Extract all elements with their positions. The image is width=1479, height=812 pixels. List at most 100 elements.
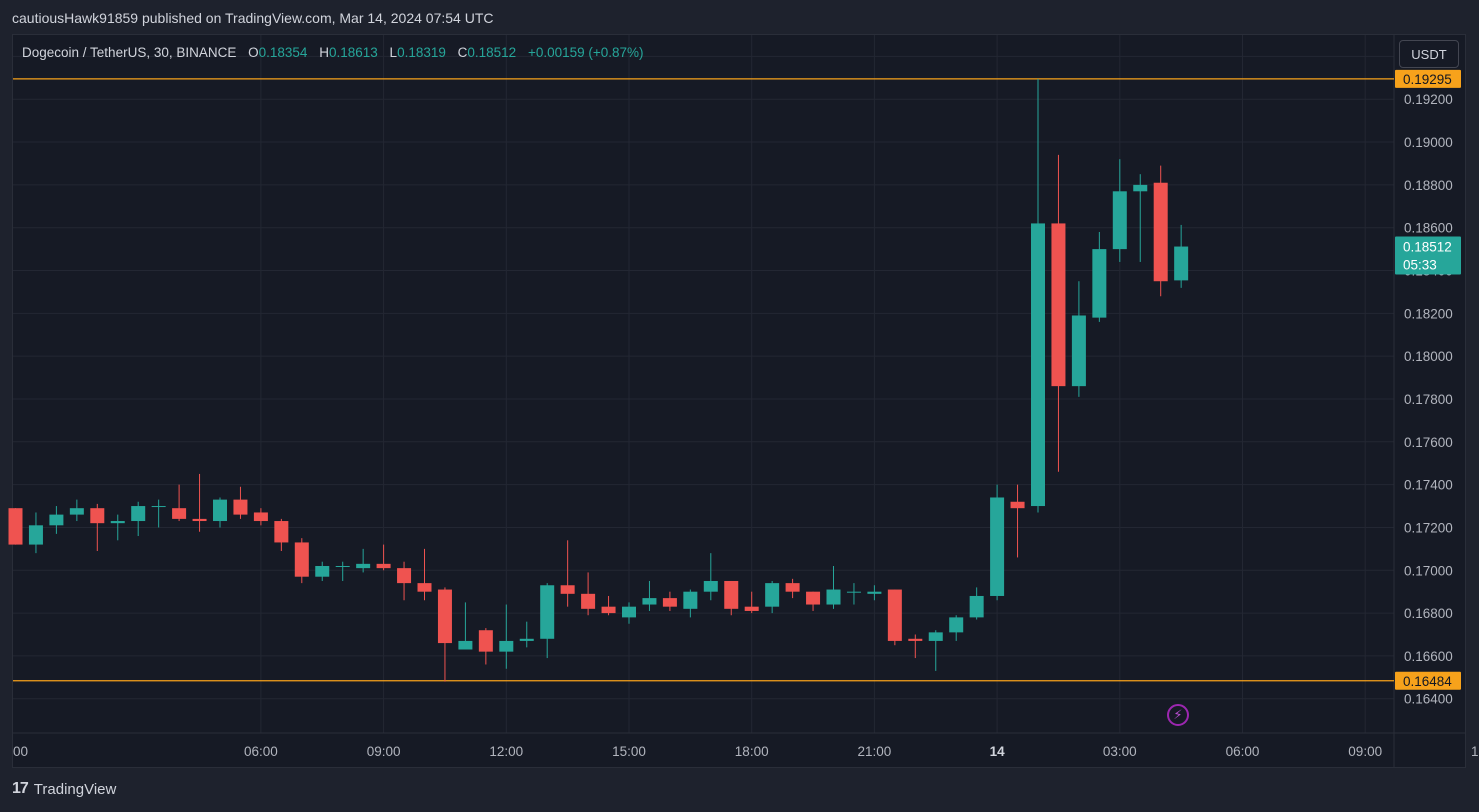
candle-body xyxy=(601,606,616,614)
candle-body xyxy=(335,565,350,567)
last-price-label: 0.18512 xyxy=(1403,240,1452,255)
close-value: 0.18512 xyxy=(467,45,517,60)
low-label: L xyxy=(389,45,398,60)
footer-branding: 17 TradingView xyxy=(12,780,116,798)
candle-body xyxy=(49,514,64,526)
last-price-tag xyxy=(1395,236,1461,275)
low-value: 0.18319 xyxy=(397,45,446,60)
candle-body xyxy=(990,497,1005,596)
candle-body xyxy=(131,506,146,522)
candle-body xyxy=(846,591,861,593)
candle-body xyxy=(253,512,268,522)
candle-body xyxy=(969,595,984,618)
open-label: O xyxy=(248,45,259,60)
candle-body xyxy=(294,542,309,577)
price-tick-label: 0.17400 xyxy=(1404,478,1453,493)
candle-body xyxy=(662,598,677,607)
price-tick-label: 0.19200 xyxy=(1404,92,1453,107)
price-tick-label: 0.18000 xyxy=(1404,349,1453,364)
candle-body xyxy=(560,585,575,594)
candle-body xyxy=(192,518,207,522)
price-tick-label: 0.18200 xyxy=(1404,306,1453,321)
candle-body xyxy=(1092,249,1107,318)
candle-body xyxy=(1051,223,1066,387)
candle-body xyxy=(622,606,636,618)
candle-body xyxy=(785,583,800,592)
candle-countdown-label: 05:33 xyxy=(1403,258,1437,273)
candle-body xyxy=(90,508,105,524)
time-tick-label: 12:00 xyxy=(1471,744,1479,759)
close-label: C xyxy=(457,45,468,60)
candle-body xyxy=(765,583,780,607)
time-tick-label: 18:00 xyxy=(735,744,769,759)
candle-body xyxy=(1071,315,1086,387)
time-tick-label: 15:00 xyxy=(612,744,646,759)
candle-body xyxy=(1153,182,1168,282)
candle-body xyxy=(928,632,943,641)
symbol-title: Dogecoin / TetherUS, 30, BINANCE xyxy=(22,45,237,60)
published-by-line: cautiousHawk91859 published on TradingVi… xyxy=(12,10,494,26)
candle-body xyxy=(233,499,248,515)
currency-unit-button[interactable]: USDT xyxy=(1399,40,1459,68)
candle-body xyxy=(274,521,289,543)
candle-body xyxy=(213,499,227,522)
price-tick-label: 0.16400 xyxy=(1404,692,1453,707)
candle-body xyxy=(499,640,514,652)
change-value: +0.00159 (+0.87%) xyxy=(527,45,644,60)
footer-brand-name: TradingView xyxy=(33,780,117,798)
price-tick-label: 0.19000 xyxy=(1404,135,1453,150)
time-tick-label: 21:00 xyxy=(858,744,892,759)
candle-body xyxy=(172,508,187,519)
price-tick-label: 0.17200 xyxy=(1404,520,1453,535)
candle-body xyxy=(397,568,412,584)
candle-body xyxy=(703,580,718,592)
price-tick-label: 0.18800 xyxy=(1404,178,1453,193)
time-tick-label: 09:00 xyxy=(367,744,401,759)
high-value: 0.18613 xyxy=(328,45,378,60)
candle-body xyxy=(1031,223,1045,507)
level-price-tag xyxy=(1395,69,1461,88)
candle-body xyxy=(315,565,330,577)
candle-body xyxy=(826,589,841,605)
candle-body xyxy=(949,617,964,633)
candle-body xyxy=(417,583,432,592)
price-tick-label: 0.17800 xyxy=(1404,392,1453,407)
time-tick-label: 09:00 xyxy=(1348,744,1382,759)
candle-body xyxy=(1133,184,1148,192)
time-tick-label: 06:00 xyxy=(1226,744,1260,759)
candle-body xyxy=(887,589,902,641)
candle-body xyxy=(642,598,657,605)
price-tick-label: 0.17600 xyxy=(1404,435,1453,450)
candle-body xyxy=(519,638,534,641)
candle-body xyxy=(1112,191,1127,250)
time-tick-label: 06:00 xyxy=(244,744,278,759)
candle-body xyxy=(151,506,166,508)
candle-body xyxy=(356,563,371,569)
candle-body xyxy=(376,563,391,569)
candle-body xyxy=(437,589,452,644)
candle-body xyxy=(806,591,821,605)
candle-body xyxy=(744,606,759,611)
symbol-legend: Dogecoin / TetherUS, 30, BINANCE O0.1835… xyxy=(22,45,644,60)
candle-body xyxy=(28,525,43,545)
candle-body xyxy=(110,521,125,524)
price-tick-label: 0.16600 xyxy=(1404,649,1453,664)
price-tick-label: 0.17000 xyxy=(1404,563,1453,578)
level-price-tag xyxy=(1395,671,1461,690)
time-tick-label: 03:00 xyxy=(1103,744,1137,759)
chart-area[interactable] xyxy=(12,34,1466,768)
candle-body xyxy=(581,593,596,609)
open-value: 0.18354 xyxy=(258,45,308,60)
time-tick-label: 14 xyxy=(990,744,1006,759)
lightning-icon[interactable]: ⚡ xyxy=(1167,704,1189,726)
candle-body xyxy=(1174,246,1189,281)
price-tick-label: 0.16800 xyxy=(1404,606,1453,621)
candle-body xyxy=(908,638,923,641)
time-tick-label: 12:00 xyxy=(489,744,523,759)
tradingview-logo-icon: 17 xyxy=(12,780,29,797)
candle-body xyxy=(69,508,84,515)
candle-body xyxy=(458,640,473,650)
level-price-label: 0.16484 xyxy=(1403,674,1452,689)
candle-body xyxy=(867,591,882,594)
